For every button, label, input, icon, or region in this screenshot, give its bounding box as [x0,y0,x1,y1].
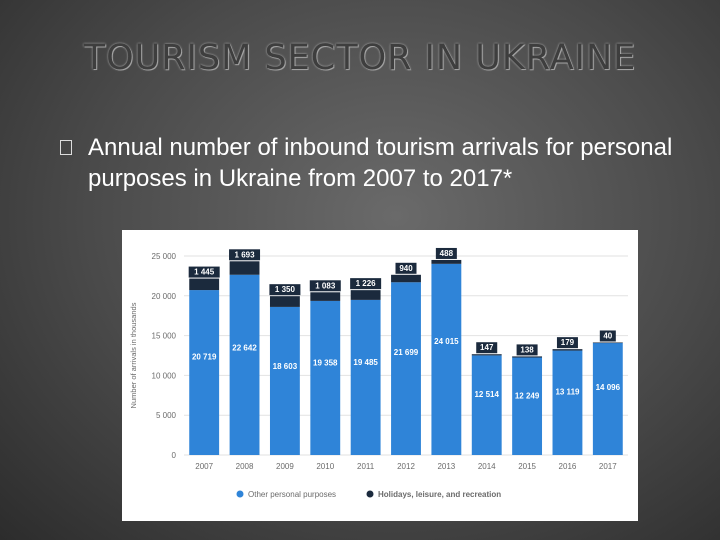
bullet-icon [60,140,72,155]
y-tick-label: 25 000 [152,252,177,261]
data-label-other-personal-2016: 13 119 [555,387,580,396]
bar-other-personal-2011 [350,299,381,455]
data-label-other-personal-2011: 19 485 [353,358,378,367]
data-label-other-personal-2008: 22 642 [232,343,257,352]
bar-other-personal-2007 [189,290,220,455]
data-label-box-holidays-2008 [229,249,261,261]
axis-layer: 0 5 000 10 000 15 000 20 000 25 000 Number of … [129,252,617,471]
label-layer: 20 719 1 445 22 642 1 693 18 603 1 350 19 358 1… [188,247,621,400]
bar-holidays-2017 [592,342,623,344]
data-label-holidays-2012: 940 [399,264,413,273]
y-tick-label: 10 000 [152,371,177,380]
data-label-holidays-2014: 147 [480,343,494,352]
bar-other-personal-2012 [391,282,421,455]
data-label-box-holidays-2012 [395,262,417,274]
x-tick-label-2013: 2013 [437,462,455,471]
data-label-other-personal-2014: 12 514 [474,390,499,399]
x-tick-label-2007: 2007 [195,462,213,471]
legend-label-other-personal: Other personal purposes [248,490,336,499]
bar-layer [189,259,623,455]
data-label-other-personal-2010: 19 358 [313,359,338,368]
data-label-holidays-2009: 1 350 [275,285,296,294]
y-tick-label: 20 000 [152,292,177,301]
bar-holidays-2007 [189,278,220,291]
data-label-box-holidays-2017 [599,330,616,342]
data-label-other-personal-2012: 21 699 [394,348,419,357]
legend-layer: Other personal purposes Holidays, leisure… [236,490,501,499]
bar-other-personal-2014 [471,355,502,455]
bar-holidays-2011 [350,290,381,300]
data-label-other-personal-2017: 14 096 [596,383,621,392]
data-label-box-holidays-2009 [269,284,301,296]
data-label-box-holidays-2016 [556,337,578,349]
y-tick-label: 15 000 [152,332,177,341]
data-label-holidays-2013: 488 [440,249,454,258]
bar-other-personal-2009 [269,306,300,455]
bar-holidays-2014 [471,354,502,356]
x-tick-label-2017: 2017 [599,462,617,471]
bar-holidays-2009 [269,296,300,307]
data-label-other-personal-2013: 24 015 [434,337,459,346]
y-tick-label: 0 [172,451,177,460]
bullet-text: Annual number of inbound tourism arrival… [88,134,673,192]
data-label-other-personal-2015: 12 249 [515,391,540,400]
bar-holidays-2012 [391,274,421,283]
x-tick-label-2010: 2010 [316,462,334,471]
data-label-holidays-2015: 138 [520,345,534,354]
data-label-other-personal-2009: 18 603 [273,362,298,371]
data-label-box-holidays-2014 [476,342,498,354]
data-label-box-holidays-2015 [516,344,538,356]
bar-other-personal-2016 [552,350,583,455]
x-tick-label-2008: 2008 [236,462,254,471]
x-tick-label-2012: 2012 [397,462,415,471]
data-label-holidays-2011: 1 226 [356,279,377,288]
data-label-holidays-2017: 40 [603,331,612,340]
x-tick-label-2009: 2009 [276,462,294,471]
x-tick-label-2014: 2014 [478,462,496,471]
legend-label-holidays: Holidays, leisure, and recreation [378,490,501,499]
bar-other-personal-2015 [512,357,543,455]
data-label-holidays-2007: 1 445 [194,268,215,277]
data-label-box-holidays-2013 [435,247,457,259]
bar-other-personal-2013 [431,263,462,455]
bar-holidays-2016 [552,349,583,351]
data-label-other-personal-2007: 20 719 [192,352,217,361]
bar-other-personal-2008 [229,274,260,455]
data-label-box-holidays-2010 [309,280,341,292]
data-label-holidays-2010: 1 083 [315,281,336,290]
bar-other-personal-2010 [310,300,341,455]
data-label-holidays-2008: 1 693 [235,250,256,259]
bar-chart: 20 719 1 445 22 642 1 693 18 603 1 350 19 358 1… [129,247,628,499]
slide-title: TOURISM SECTOR IN UKRAINE [83,38,637,78]
data-label-box-holidays-2007 [188,266,220,278]
y-tick-label: 5 000 [156,411,177,420]
data-label-holidays-2016: 179 [561,338,575,347]
x-tick-label-2015: 2015 [518,462,536,471]
legend-swatch-other-personal [236,490,244,498]
bar-holidays-2010 [310,292,341,301]
bar-holidays-2015 [512,356,543,358]
x-tick-label-2016: 2016 [559,462,577,471]
data-label-box-holidays-2011 [350,278,382,290]
bar-other-personal-2017 [592,342,623,455]
bar-holidays-2013 [431,259,462,264]
legend-swatch-holidays [366,490,374,498]
bar-holidays-2008 [229,261,260,275]
y-axis-label: Number of arrivals in thousands [129,302,138,408]
chart-image: 20 719 1 445 22 642 1 693 18 603 1 350 19 358 1… [122,230,638,521]
x-tick-label-2011: 2011 [357,462,375,471]
